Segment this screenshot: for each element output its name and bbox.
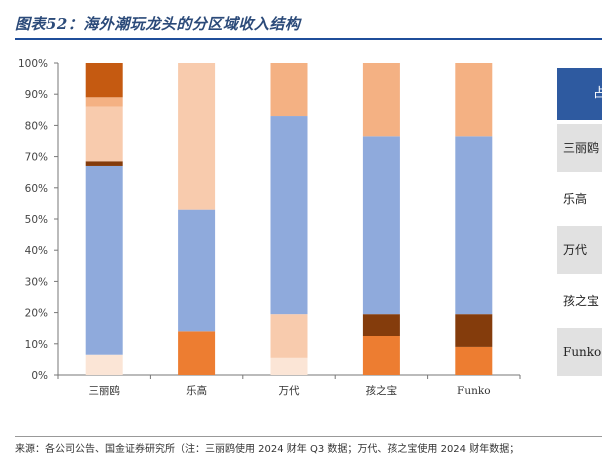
bar-segment — [85, 161, 123, 166]
y-tick-label: 90% — [25, 89, 48, 101]
footer-divider — [15, 436, 602, 437]
bar-segment — [362, 63, 400, 137]
y-tick-label: 10% — [25, 339, 48, 351]
y-tick-label: 70% — [25, 152, 48, 164]
x-tick-label: 万代 — [279, 385, 300, 397]
bar-segment — [178, 331, 216, 375]
bar-segment — [455, 136, 493, 315]
bar-segment — [178, 209, 216, 332]
bar-segment — [85, 97, 123, 107]
bar-segment — [270, 63, 308, 117]
title-divider — [15, 38, 602, 40]
y-tick-label: 100% — [18, 58, 48, 70]
x-tick-label: 乐高 — [186, 384, 207, 397]
bar-segment — [85, 165, 123, 355]
y-tick-label: 40% — [25, 245, 48, 257]
bar-segment — [270, 314, 308, 358]
y-axis: 0% 10% 20% 30% 40% 50% 60% 70% 80% 90% 100% — [18, 58, 521, 382]
y-tick-label: 30% — [25, 276, 48, 288]
bar-segment — [362, 314, 400, 336]
table-header-text: 占 — [593, 86, 602, 101]
bar-segment — [85, 63, 123, 98]
y-tick-label: 20% — [25, 308, 48, 320]
table-header: 占 — [557, 68, 602, 120]
table-row-hasbro: 孩之宝 — [563, 294, 600, 308]
bar-segment — [85, 106, 123, 162]
bar-segment — [178, 63, 216, 210]
bar-segment — [85, 354, 123, 375]
bar-segment — [455, 346, 493, 375]
y-tick-label: 80% — [25, 120, 48, 132]
bar-segment — [270, 357, 308, 375]
stacked-bar-chart: 0% 10% 20% 30% 40% 50% 60% 70% 80% 90% 100% 三丽鸥 乐高 万… — [18, 58, 521, 397]
x-axis-labels: 三丽鸥 乐高 万代 孩之宝 Funko — [88, 384, 490, 397]
x-tick-label: 孩之宝 — [366, 384, 398, 397]
source-note: 来源：各公司公告、国金证券研究所（注：三丽鸥使用 2024 财年 Q3 数据；万… — [15, 444, 520, 455]
y-tick-label: 50% — [25, 214, 48, 226]
bar-segment — [455, 63, 493, 137]
table-row-bandai: 万代 — [557, 226, 602, 274]
bar-segment — [455, 314, 493, 347]
bar-segment — [362, 336, 400, 375]
y-tick-label: 0% — [31, 370, 48, 382]
x-tick-label: Funko — [457, 385, 491, 397]
chart-title: 图表52：海外潮玩龙头的分区域收入结构 — [15, 15, 301, 33]
table-row-lego: 乐高 — [563, 192, 588, 206]
table-row-sanrio: 三丽鸥 — [557, 124, 602, 172]
y-tick-label: 60% — [25, 183, 48, 195]
x-tick-label: 三丽鸥 — [88, 384, 120, 397]
bars — [85, 63, 493, 375]
bar-segment — [362, 136, 400, 315]
table-row-funko: Funko — [557, 328, 602, 376]
region-table: 占 三丽鸥 乐高 万代 孩之宝 Funko — [557, 68, 602, 380]
bar-segment — [270, 116, 308, 315]
